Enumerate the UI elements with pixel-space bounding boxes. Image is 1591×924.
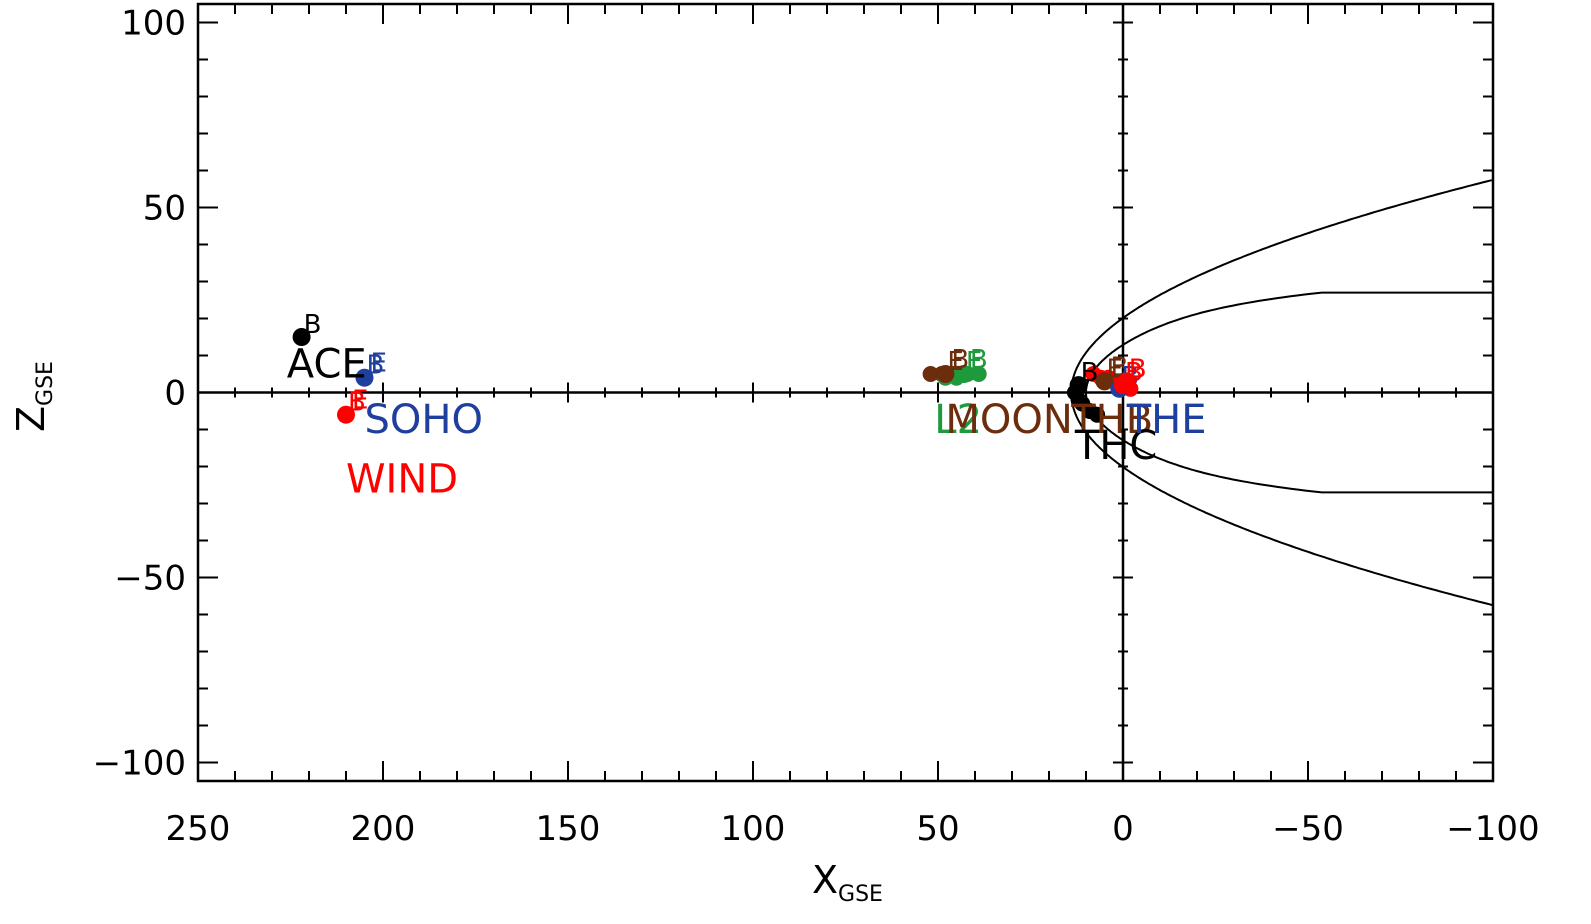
x-axis-title-main: X — [812, 858, 838, 902]
spacecraft-markers: BBEBEEBEBEBBBBB — [292, 310, 1147, 424]
spacecraft-label-thb: THB — [1070, 397, 1153, 443]
trajectory-point-thc — [1089, 406, 1106, 423]
y-tick-label: −50 — [114, 559, 186, 599]
x-tick-label: 0 — [1112, 809, 1134, 849]
spacecraft-marker-letter: E — [947, 347, 963, 377]
spacecraft-point-thb — [1095, 372, 1114, 391]
y-axis-title: ZGSE — [9, 361, 58, 432]
spacecraft-point-soho — [355, 368, 374, 387]
spacecraft-label-moon: MOON — [945, 397, 1072, 443]
spacecraft-point-moon — [936, 365, 955, 383]
x-tick-label: 200 — [351, 809, 416, 849]
y-tick-label: 100 — [121, 4, 186, 44]
spacecraft-label-the: THE — [1126, 397, 1207, 443]
spacecraft-label-ace: ACE — [287, 342, 367, 388]
spacecraft-marker-letter: B — [348, 388, 366, 418]
x-tick-label: 50 — [916, 809, 959, 849]
spacecraft-marker-letter: B — [1129, 354, 1147, 384]
spacecraft-marker-letter: B — [304, 310, 322, 340]
spacecraft-point-wind — [337, 405, 355, 424]
spacecraft-label-wind: WIND — [346, 456, 458, 502]
y-tick-label: 50 — [143, 189, 186, 229]
trajectory-point-l2 — [970, 366, 987, 382]
y-axis-title-sub: GSE — [33, 361, 58, 406]
spacecraft-marker-letter: B — [1081, 358, 1099, 388]
spacecraft-marker-letter: B — [367, 351, 385, 381]
y-axis-title-main: Z — [9, 406, 53, 432]
spacecraft-label-l2: L2 — [934, 397, 982, 443]
spacecraft-point-ace — [292, 328, 311, 346]
spacecraft-marker-letter: E — [371, 349, 387, 379]
trajectory-point-moon — [922, 366, 939, 382]
spacecraft-marker-letter: E — [1107, 354, 1123, 384]
x-tick-label: 100 — [721, 809, 786, 849]
x-tick-label: −100 — [1446, 809, 1539, 849]
spacecraft-point-l2 — [954, 365, 973, 383]
y-tick-label: 0 — [164, 374, 186, 414]
x-axis-title-sub: GSE — [838, 882, 883, 907]
x-tick-label: 150 — [536, 809, 601, 849]
x-tick-label: 250 — [166, 809, 231, 849]
spacecraft-label-thc: THC — [1074, 423, 1157, 469]
spacecraft-marker-letter: E — [352, 386, 368, 416]
spacecraft-marker-letter: E — [966, 347, 982, 377]
y-tick-label: −100 — [93, 744, 186, 784]
spacecraft-marker-letter: B — [951, 345, 969, 375]
x-tick-label: −50 — [1272, 809, 1344, 849]
spacecraft-point-tha — [1117, 372, 1136, 391]
x-axis-title: XGSE — [812, 858, 883, 907]
spacecraft-label-soho: SOHO — [365, 397, 483, 443]
spacecraft-point-thc — [1069, 376, 1088, 395]
axes: 250 200 150 100 50 0 −50 −100 100 50 0 −50 −100 — [93, 2, 1540, 849]
spacecraft-marker-letter: B — [970, 345, 988, 375]
